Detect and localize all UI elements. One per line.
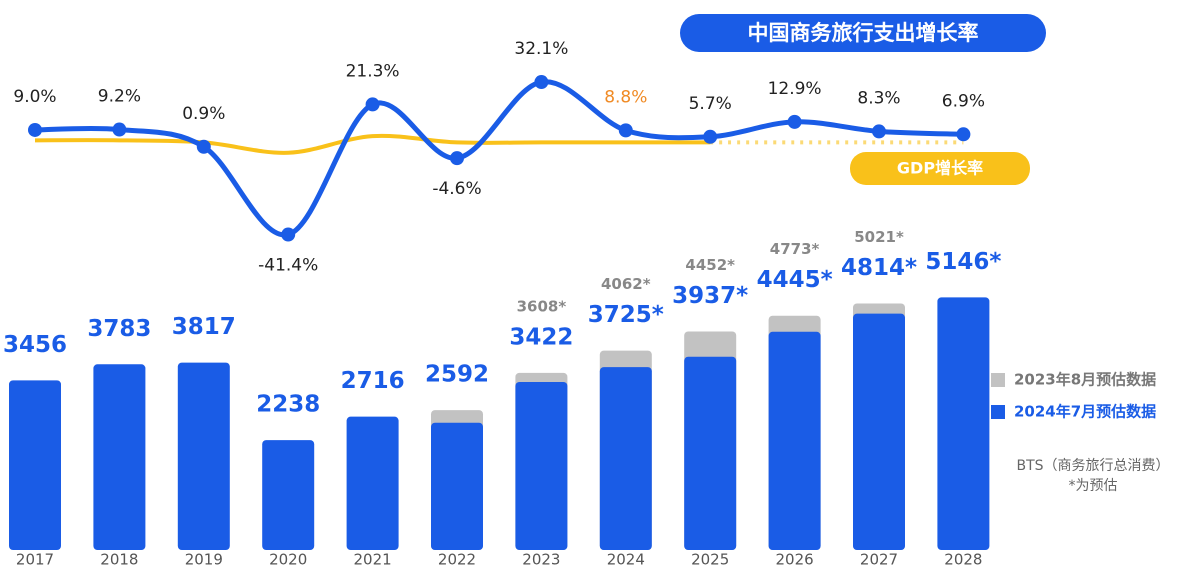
- point: [196, 139, 211, 154]
- data-label: 4062*: [601, 275, 651, 293]
- point: [956, 127, 971, 142]
- data-label: 9.2%: [98, 87, 141, 107]
- data-label: 3937*: [672, 283, 748, 309]
- data-label: 4452*: [685, 256, 735, 274]
- title-pill: [680, 14, 1046, 52]
- bar: [684, 356, 737, 550]
- x-tick-label: 2028: [944, 551, 982, 567]
- gdp-line: [34, 133, 711, 155]
- data-label: 2592: [425, 362, 489, 388]
- data-label: 9.0%: [13, 87, 56, 107]
- bar: [9, 380, 61, 550]
- data-label: 4773*: [770, 240, 820, 258]
- bar: [262, 440, 315, 550]
- point: [534, 75, 549, 90]
- data-label: 2716: [341, 368, 405, 394]
- point: [872, 124, 886, 139]
- x-tick-label: 2022: [438, 551, 476, 567]
- legend-pill: [850, 152, 1030, 185]
- data-label: 5021*: [854, 228, 904, 246]
- bar: [599, 367, 652, 550]
- note: *为预估: [1069, 478, 1118, 494]
- x-tick-label: 2024: [607, 551, 645, 567]
- point: [28, 122, 42, 137]
- data-label: 3817: [172, 314, 236, 340]
- data-label: 3456: [3, 332, 67, 358]
- data-label: 6.9%: [942, 91, 985, 111]
- chart-title: 中国商务旅行支出增长率: [748, 21, 979, 45]
- point: [365, 97, 380, 112]
- x-tick-label: 2019: [185, 551, 223, 567]
- x-tick-label: 2017: [16, 551, 54, 567]
- data-label: 12.9%: [768, 79, 822, 99]
- data-label: 3725*: [588, 302, 664, 328]
- legend-label: 2024年7月预估数据: [1014, 403, 1156, 421]
- point: [787, 114, 802, 129]
- data-label: 4445*: [757, 267, 833, 293]
- x-tick-label: 2027: [860, 551, 898, 567]
- x-tick-label: 2025: [691, 551, 729, 567]
- x-tick-label: 2018: [100, 551, 138, 567]
- bar: [937, 297, 990, 550]
- legend-swatch: [991, 405, 1005, 419]
- point: [450, 151, 464, 166]
- legend-label: GDP增长率: [897, 159, 983, 178]
- data-label: 3422: [509, 324, 573, 350]
- growth-line: [34, 79, 964, 238]
- data-label: 0.9%: [182, 104, 225, 124]
- data-label: -41.4%: [258, 256, 318, 276]
- bar: [177, 362, 230, 550]
- data-label: 4814*: [841, 255, 917, 281]
- data-label: 21.3%: [346, 61, 400, 81]
- data-label: 5146*: [925, 249, 1001, 275]
- data-label: 5.7%: [689, 94, 732, 114]
- bar: [431, 422, 483, 550]
- note: BTS（商务旅行总消费）: [1016, 458, 1169, 474]
- point: [112, 122, 127, 137]
- data-label: 3608*: [517, 297, 567, 315]
- x-tick-label: 2023: [522, 551, 560, 567]
- bar: [515, 382, 568, 550]
- bar: [853, 313, 905, 550]
- bar: [93, 364, 146, 550]
- legend-swatch: [991, 373, 1005, 387]
- data-label: 32.1%: [514, 39, 568, 59]
- data-label: 8.8%: [604, 87, 647, 107]
- bar: [346, 416, 399, 550]
- x-tick-label: 2026: [776, 551, 814, 567]
- data-label: 2238: [256, 392, 320, 418]
- point: [618, 123, 633, 138]
- bar: [768, 331, 821, 550]
- point: [281, 227, 296, 242]
- data-label: 3783: [87, 316, 151, 342]
- legend-label: 2023年8月预估数据: [1014, 371, 1156, 389]
- x-tick-label: 2020: [269, 551, 307, 567]
- data-label: 8.3%: [857, 88, 900, 108]
- data-label: -4.6%: [432, 179, 481, 199]
- point: [703, 129, 718, 144]
- x-tick-label: 2021: [354, 551, 392, 567]
